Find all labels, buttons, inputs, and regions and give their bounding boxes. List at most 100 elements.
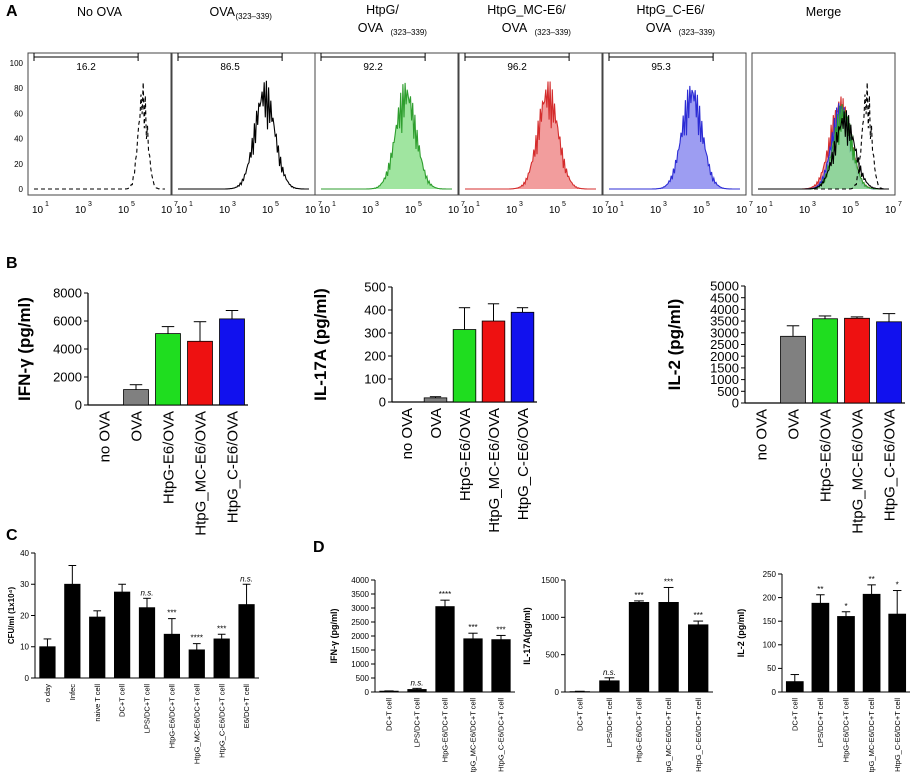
bar <box>837 616 855 693</box>
y-tick-label: 1000 <box>541 613 559 622</box>
x-tick-exponent: 3 <box>812 201 816 208</box>
y-tick-label: 300 <box>364 326 386 341</box>
x-tick-exponent: 5 <box>706 201 710 208</box>
y-tick-label: 2000 <box>710 349 739 364</box>
x-tick-label: 10 <box>305 205 317 216</box>
panel-label-a: A <box>6 3 18 20</box>
plot-frame <box>314 52 459 196</box>
y-tick-label: 100 <box>10 59 24 68</box>
y-tick-label: 60 <box>14 109 23 118</box>
bar <box>138 607 156 679</box>
x-tick-exponent: 1 <box>189 201 193 208</box>
y-tick-label: 1000 <box>351 660 369 669</box>
plot-title: Merge <box>806 5 841 19</box>
x-tick-label: 10 <box>799 205 811 216</box>
bar <box>423 397 448 403</box>
category-label: Infec <box>68 684 77 701</box>
plot-title-subscript: (323–339) <box>535 28 572 37</box>
significance-label: *** <box>167 609 176 618</box>
category-label: DC+T cell <box>575 698 584 731</box>
category-label: HtpG-E6/DC+T cell <box>168 684 177 749</box>
category-label: OVA <box>128 411 145 442</box>
category-label: HtpG-E6/DC+T cell <box>842 698 851 763</box>
gate-value: 96.2 <box>507 62 527 73</box>
y-tick-label: 2000 <box>351 632 369 641</box>
bar <box>812 318 838 404</box>
category-label: HtpG_MC-E6/DC+T cell <box>867 698 876 772</box>
plot-title: HtpG_C-E6/ <box>636 3 705 17</box>
x-tick-label: 10 <box>161 205 173 216</box>
category-label: HtpG_MC-E6/DC+T cell <box>469 698 478 772</box>
bar <box>481 320 506 403</box>
significance-label: * <box>896 581 899 590</box>
plot-frame <box>171 52 316 196</box>
category-label: HtpG_C-E6/OVA <box>224 411 241 523</box>
plot-title-line2: OVA <box>358 21 384 35</box>
y-tick-label: 30 <box>20 580 29 589</box>
significance-label: ** <box>868 575 874 584</box>
category-label: HtpG_C-E6/OVA <box>881 409 898 521</box>
category-label: HtpG-E6/DC+T cell <box>441 698 450 763</box>
y-tick-label: 500 <box>364 280 386 295</box>
bar <box>187 340 213 406</box>
y-tick-label: 100 <box>763 641 777 650</box>
significance-label: * <box>844 602 847 611</box>
category-label: OVA <box>785 409 802 440</box>
category-label: E6/DC+T cell <box>242 684 251 729</box>
plot-title-line2: OVA <box>646 21 672 35</box>
x-tick-exponent: 7 <box>318 201 322 208</box>
y-tick-label: 0 <box>772 688 777 697</box>
histogram-fill <box>758 104 889 189</box>
plot-title-subscript: (323–339) <box>236 12 273 21</box>
y-tick-label: 400 <box>364 303 386 318</box>
bar <box>491 639 511 693</box>
y-tick-label: 1500 <box>351 646 369 655</box>
category-label: LPS/DC+T cell <box>143 684 152 734</box>
x-tick-exponent: 5 <box>562 201 566 208</box>
x-tick-exponent: 3 <box>375 201 379 208</box>
bar <box>463 638 483 693</box>
plot-title: HtpG/ <box>366 3 399 17</box>
significance-label: **** <box>439 590 451 599</box>
bar <box>123 389 149 406</box>
panel-label-c: C <box>6 527 18 544</box>
x-tick-exponent: 5 <box>275 201 279 208</box>
y-tick-label: 2500 <box>710 337 739 352</box>
x-tick-exponent: 1 <box>620 201 624 208</box>
x-tick-label: 10 <box>506 205 518 216</box>
category-label: HtpG_C-E6/DC+T cell <box>694 698 703 772</box>
x-tick-exponent: 3 <box>88 201 92 208</box>
y-axis-label: IL-2 (pg/ml) <box>736 609 746 658</box>
x-tick-exponent: 7 <box>461 201 465 208</box>
y-tick-label: 3500 <box>710 314 739 329</box>
y-tick-label: 0 <box>19 185 24 194</box>
category-label: HtpG_C-E6/DC+T cell <box>497 698 506 772</box>
plot-frame <box>458 52 603 196</box>
x-tick-exponent: 5 <box>855 201 859 208</box>
bar <box>163 633 181 679</box>
bar <box>219 318 245 406</box>
bar <box>862 593 881 693</box>
y-axis-label: IFN-γ (pg/ml) <box>15 297 34 401</box>
significance-label: *** <box>217 624 226 633</box>
x-tick-label: 10 <box>448 205 460 216</box>
y-axis-label: IFN-γ (pg/ml) <box>329 609 339 664</box>
x-tick-label: 10 <box>463 205 475 216</box>
x-tick-exponent: 1 <box>332 201 336 208</box>
y-tick-label: 4000 <box>53 342 82 357</box>
y-tick-label: 4000 <box>351 576 369 585</box>
plot-frame <box>751 52 896 196</box>
bar <box>688 624 709 693</box>
bar <box>89 616 106 679</box>
bar <box>113 591 131 679</box>
x-tick-label: 10 <box>842 205 854 216</box>
x-tick-label: 10 <box>650 205 662 216</box>
category-label: DC+T cell <box>790 698 799 731</box>
y-tick-label: 10 <box>20 643 29 652</box>
y-tick-label: 4000 <box>710 302 739 317</box>
bar <box>238 604 255 679</box>
x-tick-label: 10 <box>607 205 619 216</box>
